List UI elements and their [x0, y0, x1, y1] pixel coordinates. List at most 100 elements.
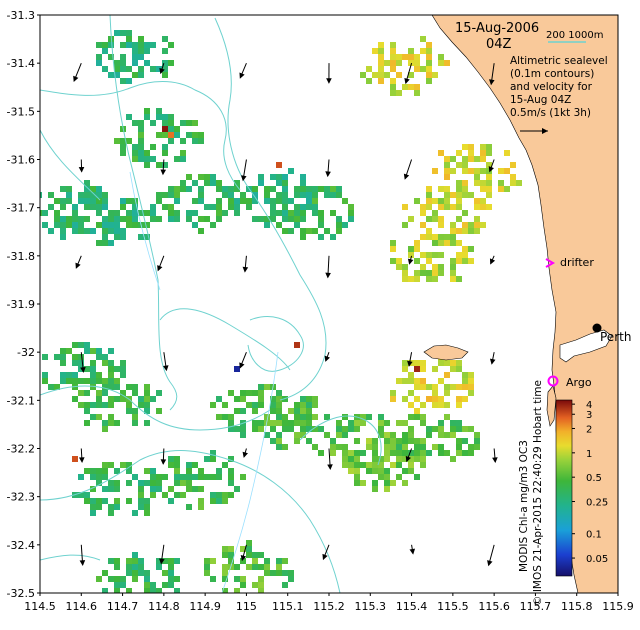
chl-pixel [342, 444, 348, 450]
chl-pixel [348, 210, 354, 216]
chl-pixel [474, 198, 480, 204]
chl-pixel [138, 150, 144, 156]
chl-pixel [78, 342, 84, 348]
chl-pixel [120, 372, 126, 378]
chl-pixel [462, 372, 468, 378]
chl-pixel [456, 438, 462, 444]
chl-pixel [384, 420, 390, 426]
chl-pixel [156, 564, 162, 570]
chl-pixel [204, 174, 210, 180]
chl-pixel [456, 240, 462, 246]
chl-pixel [444, 432, 450, 438]
chl-pixel [240, 582, 246, 588]
chl-pixel [408, 84, 414, 90]
chl-pixel [72, 384, 78, 390]
chl-pixel [204, 570, 210, 576]
chl-pixel [342, 432, 348, 438]
chl-pixel [240, 474, 246, 480]
chl-pixel [438, 378, 444, 384]
chl-pixel [78, 474, 84, 480]
chl-pixel [210, 222, 216, 228]
chl-pixel [174, 198, 180, 204]
chl-pixel [234, 186, 240, 192]
chl-pixel [204, 558, 210, 564]
chl-pixel [114, 498, 120, 504]
chl-pixel [240, 198, 246, 204]
chl-pixel [408, 48, 414, 54]
chl-pixel [396, 54, 402, 60]
chl-pixel [510, 162, 516, 168]
chl-pixel [144, 162, 150, 168]
chl-pixel [414, 54, 420, 60]
chl-pixel [144, 510, 150, 516]
chl-pixel [288, 198, 294, 204]
chl-pixel [300, 396, 306, 402]
chl-pixel [432, 168, 438, 174]
chl-pixel [96, 402, 102, 408]
chl-pixel [384, 468, 390, 474]
chl-pixel [102, 198, 108, 204]
chl-pixel [450, 192, 456, 198]
chl-pixel [432, 252, 438, 258]
chl-pixel [342, 426, 348, 432]
chl-pixel [258, 216, 264, 222]
chl-pixel [444, 234, 450, 240]
chl-pixel [174, 468, 180, 474]
chl-pixel [150, 210, 156, 216]
chl-pixel [228, 558, 234, 564]
chl-pixel [162, 558, 168, 564]
chl-pixel [60, 216, 66, 222]
chl-pixel [414, 378, 420, 384]
chl-pixel [474, 228, 480, 234]
chl-pixel [114, 234, 120, 240]
chl-pixel [432, 240, 438, 246]
chl-pixel [324, 186, 330, 192]
chl-pixel [336, 432, 342, 438]
chl-pixel [456, 186, 462, 192]
chl-pixel [444, 162, 450, 168]
chl-pixel [96, 378, 102, 384]
chl-pixel [138, 48, 144, 54]
chl-pixel [132, 216, 138, 222]
chl-pixel [276, 444, 282, 450]
chl-pixel [120, 390, 126, 396]
chl-pixel [228, 552, 234, 558]
chl-pixel [312, 186, 318, 192]
chl-pixel [72, 228, 78, 234]
chl-pixel [378, 42, 384, 48]
chl-pixel [426, 432, 432, 438]
chl-pixel [468, 168, 474, 174]
chl-pixel [210, 576, 216, 582]
chl-pixel [258, 384, 264, 390]
chl-pixel [84, 390, 90, 396]
chl-pixel [456, 162, 462, 168]
chl-pixel [198, 228, 204, 234]
colorbar-tick-label: 4 [586, 400, 592, 411]
chl-pixel [102, 48, 108, 54]
chl-pixel [138, 234, 144, 240]
chl-pixel [450, 156, 456, 162]
chl-pixel [126, 408, 132, 414]
chl-pixel [474, 444, 480, 450]
chl-pixel [294, 192, 300, 198]
chl-pixel [462, 210, 468, 216]
chl-pixel [462, 162, 468, 168]
chl-pixel [468, 450, 474, 456]
chl-pixel [402, 480, 408, 486]
chl-pixel [162, 492, 168, 498]
chl-pixel [114, 558, 120, 564]
chl-pixel [300, 414, 306, 420]
chl-pixel [450, 384, 456, 390]
chl-pixel [258, 420, 264, 426]
chl-pixel [396, 378, 402, 384]
chl-pixel [108, 210, 114, 216]
chl-pixel [84, 366, 90, 372]
chl-pixel [384, 60, 390, 66]
chl-pixel [456, 276, 462, 282]
chl-pixel [48, 384, 54, 390]
chl-pixel [462, 384, 468, 390]
velocity-arrow-head [157, 265, 163, 272]
velocity-arrow-head [407, 360, 413, 367]
chl-pixel [444, 384, 450, 390]
chl-pixel [384, 456, 390, 462]
